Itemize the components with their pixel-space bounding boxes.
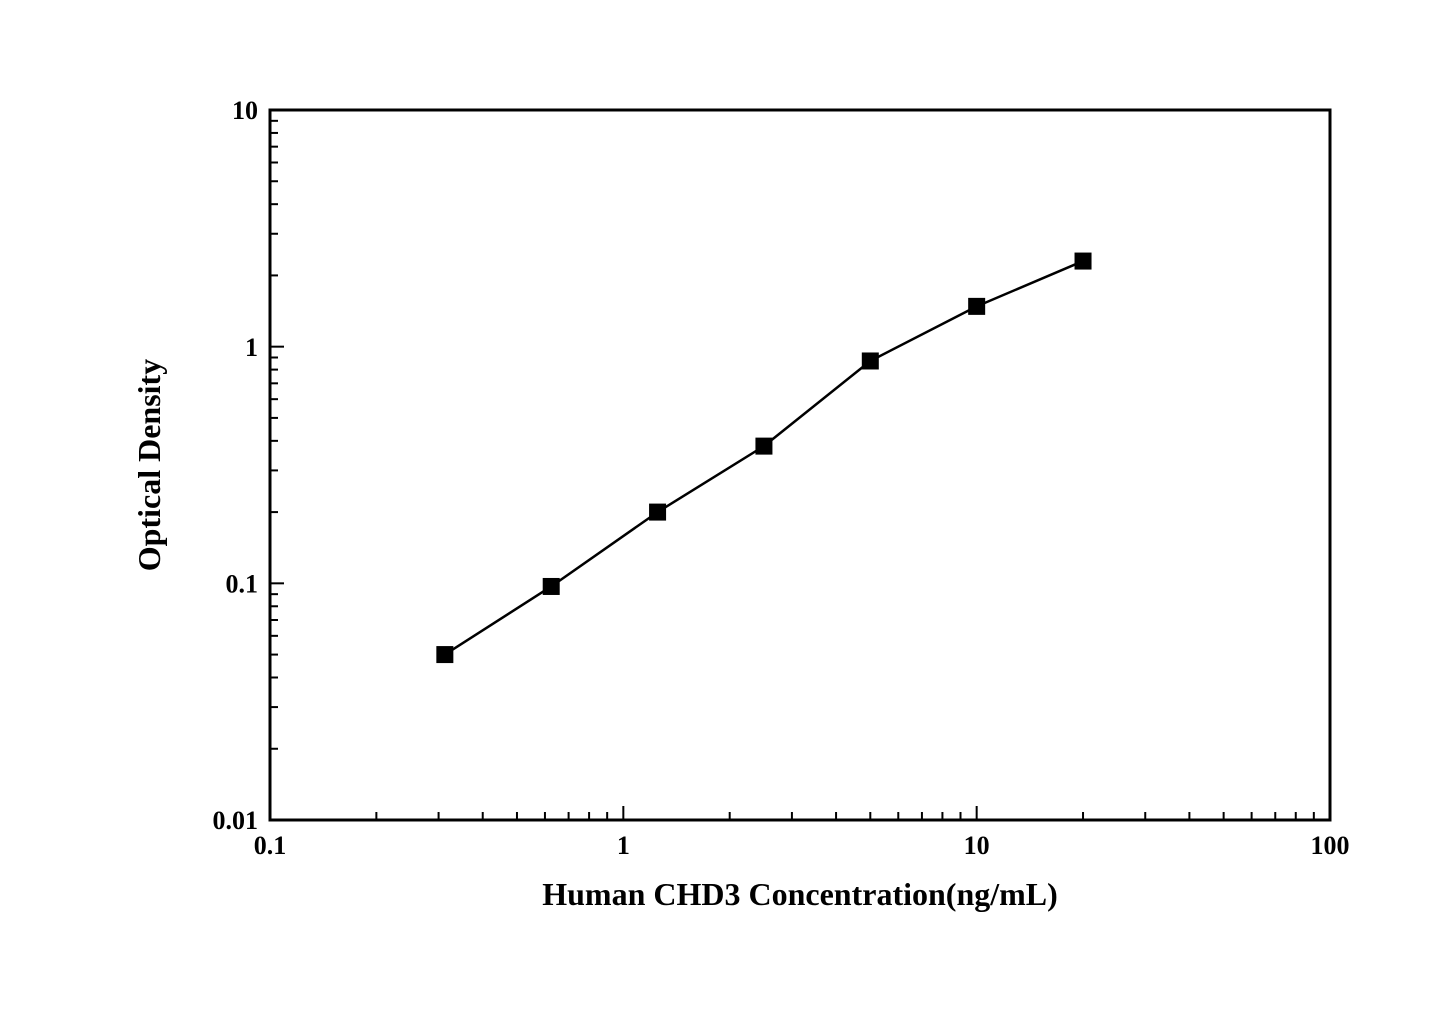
- x-tick-label: 0.1: [254, 831, 287, 860]
- data-point-marker: [1075, 253, 1091, 269]
- y-tick-label: 1: [245, 333, 258, 362]
- chart-svg: 0.1 1 10 100 Human CHD3 Concentration(ng/mL)…: [0, 0, 1445, 1009]
- data-point-marker: [543, 578, 559, 594]
- x-tick-label: 10: [964, 831, 990, 860]
- data-point-marker: [437, 647, 453, 663]
- x-axis-label: Human CHD3 Concentration(ng/mL): [542, 876, 1058, 912]
- standard-curve-chart: 0.1 1 10 100 Human CHD3 Concentration(ng/mL)…: [0, 0, 1445, 1009]
- data-point-marker: [650, 504, 666, 520]
- x-tick-label: 100: [1311, 831, 1350, 860]
- data-point-marker: [756, 438, 772, 454]
- y-tick-label: 0.1: [226, 569, 259, 598]
- y-axis-label: Optical Density: [131, 359, 167, 571]
- data-point-marker: [862, 353, 878, 369]
- x-tick-label: 1: [617, 831, 630, 860]
- data-point-marker: [969, 298, 985, 314]
- y-tick-label: 10: [232, 96, 258, 125]
- y-tick-label: 0.01: [213, 806, 259, 835]
